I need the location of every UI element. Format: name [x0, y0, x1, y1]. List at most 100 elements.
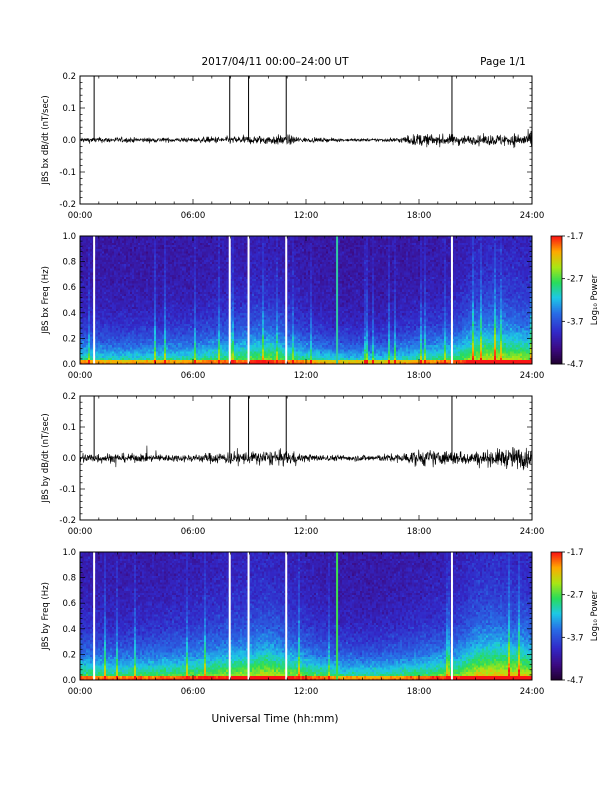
heatmap-cell: [132, 278, 135, 282]
heatmap-cell: [170, 334, 173, 337]
heatmap-cell: [110, 278, 113, 282]
heatmap-cell: [102, 361, 105, 365]
heatmap-cell: [128, 340, 131, 344]
heatmap-cell: [166, 344, 169, 348]
heatmap-cell: [122, 325, 125, 329]
heatmap-cell: [166, 253, 169, 256]
heatmap-cell: [118, 263, 121, 267]
heatmap-cell: [118, 261, 121, 265]
heatmap-cell: [146, 276, 149, 280]
heatmap-cell: [126, 323, 129, 326]
heatmap-cell: [114, 300, 117, 303]
heatmap-cell: [130, 242, 133, 245]
heatmap-cell: [100, 349, 103, 352]
heatmap-cell: [90, 276, 93, 280]
heatmap-cell: [110, 325, 113, 329]
heatmap-cell: [120, 250, 123, 254]
heatmap-cell: [132, 280, 135, 284]
heatmap-cell: [132, 319, 135, 322]
heatmap-cell: [154, 342, 157, 346]
heatmap-cell: [102, 265, 105, 269]
heatmap-cell: [98, 304, 101, 307]
heatmap-cell: [82, 327, 85, 331]
heatmap-cell: [160, 361, 163, 365]
heatmap-cell: [172, 304, 175, 307]
heatmap-cell: [88, 244, 91, 248]
heatmap-cell: [164, 329, 167, 333]
heatmap-cell: [154, 344, 157, 348]
heatmap-cell: [138, 244, 141, 248]
heatmap-cell: [120, 321, 123, 324]
heatmap-cell: [146, 236, 149, 239]
heatmap-cell: [122, 323, 125, 326]
heatmap-cell: [106, 321, 109, 324]
heatmap-cell: [86, 349, 89, 352]
heatmap-cell: [96, 310, 99, 314]
heatmap-cell: [80, 278, 83, 282]
heatmap-cell: [128, 351, 131, 354]
heatmap-cell: [142, 272, 145, 275]
heatmap-cell: [126, 278, 129, 282]
heatmap-cell: [132, 297, 135, 301]
heatmap-cell: [170, 361, 173, 365]
heatmap-cell: [98, 291, 101, 294]
heatmap-cell: [88, 361, 91, 365]
heatmap-cell: [156, 327, 159, 331]
heatmap-cell: [116, 314, 119, 318]
heatmap-cell: [148, 319, 151, 322]
heatmap-cell: [100, 351, 103, 354]
heatmap-cell: [150, 336, 153, 339]
heatmap-cell: [114, 325, 117, 329]
heatmap-cell: [134, 268, 137, 271]
heatmap-cell: [108, 276, 111, 280]
heatmap-cell: [168, 300, 171, 303]
heatmap-cell: [160, 261, 163, 265]
heatmap-cell: [136, 340, 139, 344]
heatmap-cell: [166, 257, 169, 260]
heatmap-cell: [138, 280, 141, 284]
heatmap-cell: [140, 302, 143, 305]
heatmap-cell: [160, 259, 163, 262]
heatmap-cell: [102, 336, 105, 339]
heatmap-cell: [128, 291, 131, 294]
heatmap-cell: [150, 240, 153, 243]
heatmap-cell: [166, 238, 169, 241]
heatmap-cell: [138, 255, 141, 258]
heatmap-cell: [150, 236, 153, 239]
heatmap-cell: [164, 244, 167, 248]
heatmap-cell: [122, 261, 125, 265]
heatmap-cell: [134, 291, 137, 294]
heatmap-cell: [122, 250, 125, 254]
heatmap-cell: [86, 265, 89, 269]
heatmap-cell: [168, 236, 171, 239]
heatmap-cell: [160, 323, 163, 326]
heatmap-cell: [170, 263, 173, 267]
heatmap-cell: [136, 282, 139, 286]
heatmap-cell: [152, 346, 155, 350]
heatmap-cell: [172, 334, 175, 337]
heatmap-cell: [86, 342, 89, 346]
heatmap-cell: [96, 274, 99, 277]
heatmap-cell: [170, 357, 173, 361]
heatmap-cell: [144, 321, 147, 324]
heatmap-cell: [144, 248, 147, 252]
heatmap-cell: [122, 355, 125, 358]
heatmap-cell: [108, 287, 111, 290]
heatmap-cell: [166, 272, 169, 275]
heatmap-cell: [104, 295, 107, 299]
heatmap-cell: [118, 308, 121, 312]
heatmap-cell: [126, 242, 129, 245]
heatmap-cell: [160, 308, 163, 312]
heatmap-cell: [160, 287, 163, 290]
heatmap-cell: [166, 242, 169, 245]
heatmap-cell: [118, 285, 121, 288]
heatmap-cell: [80, 291, 83, 294]
heatmap-cell: [112, 327, 115, 331]
heatmap-cell: [80, 274, 83, 277]
heatmap-cell: [118, 327, 121, 331]
heatmap-cell: [146, 263, 149, 267]
heatmap-cell: [146, 248, 149, 252]
heatmap-cell: [164, 278, 167, 282]
heatmap-cell: [88, 327, 91, 331]
heatmap-cell: [108, 334, 111, 337]
